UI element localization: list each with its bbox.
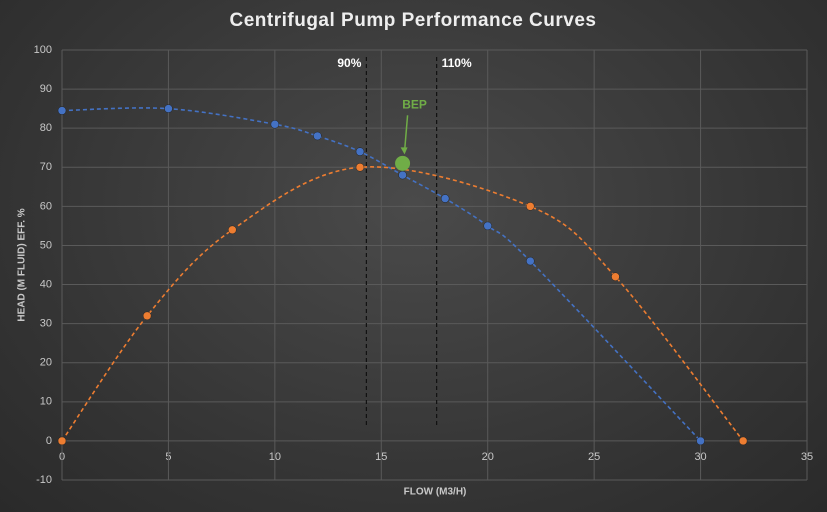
- data-point: [57, 106, 67, 115]
- data-point: [440, 194, 450, 203]
- data-point: [270, 120, 280, 129]
- data-point: [313, 131, 322, 141]
- data-point: [142, 311, 152, 321]
- reference-label: 110%: [442, 56, 472, 70]
- y-tick-label: 10: [40, 396, 52, 408]
- y-tick-label: 0: [46, 435, 52, 447]
- x-axis-label: FLOW (M3/H): [404, 487, 467, 498]
- reference-label: 90%: [337, 56, 361, 70]
- bep-arrow: [403, 115, 409, 152]
- y-tick-label: 40: [40, 278, 52, 290]
- data-point: [57, 436, 67, 446]
- data-point: [526, 202, 535, 211]
- y-tick-label: 90: [40, 83, 52, 95]
- y-tick-label: -10: [36, 474, 52, 486]
- y-axis-label: HEAD (M FLUID) EFF. %: [17, 208, 28, 321]
- data-point: [611, 272, 620, 281]
- data-point: [164, 104, 173, 113]
- y-tick-label: 100: [34, 44, 52, 56]
- chart-title: Centrifugal Pump Performance Curves: [230, 10, 597, 31]
- data-point: [738, 436, 748, 446]
- data-point: [355, 163, 365, 172]
- data-point: [355, 147, 365, 156]
- trend-line: [61, 166, 744, 442]
- data-point: [398, 170, 407, 180]
- bep-arrowhead: [400, 147, 408, 155]
- data-point: [483, 221, 492, 231]
- y-tick-label: 20: [40, 357, 52, 369]
- bep-point: [395, 155, 411, 171]
- data-point: [526, 256, 535, 266]
- y-tick-label: 80: [40, 122, 52, 134]
- y-tick-label: 60: [40, 200, 52, 212]
- y-tick-label: 70: [40, 161, 52, 173]
- y-tick-label: 30: [40, 318, 52, 330]
- data-point: [228, 225, 237, 235]
- data-point: [696, 436, 705, 446]
- y-tick-label: 50: [40, 239, 52, 251]
- bep-label: BEP: [402, 98, 427, 112]
